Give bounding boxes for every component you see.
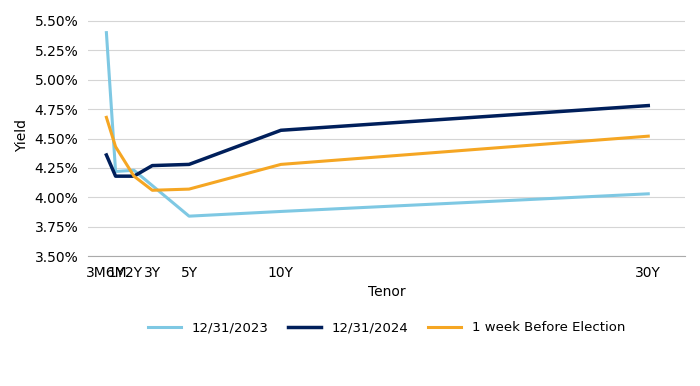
12/31/2024 [148,163,157,168]
12/31/2023 [148,183,157,188]
12/31/2023 [185,214,193,218]
12/31/2024 [102,153,111,157]
Line: 1 week Before Election: 1 week Before Election [106,117,648,190]
12/31/2024 [644,103,652,108]
Y-axis label: Yield: Yield [15,119,29,152]
12/31/2023 [102,30,111,35]
1 week Before Election [644,134,652,139]
1 week Before Election [148,188,157,193]
1 week Before Election [185,187,193,191]
1 week Before Election [102,115,111,120]
Line: 12/31/2023: 12/31/2023 [106,33,648,216]
12/31/2023 [111,169,120,174]
1 week Before Election [276,162,285,167]
Line: 12/31/2024: 12/31/2024 [106,106,648,176]
12/31/2024 [111,174,120,178]
12/31/2024 [130,174,138,178]
12/31/2023 [130,168,138,173]
1 week Before Election [111,144,120,149]
Legend: 12/31/2023, 12/31/2024, 1 week Before Election: 12/31/2023, 12/31/2024, 1 week Before El… [143,316,631,339]
12/31/2023 [644,191,652,196]
12/31/2023 [276,209,285,214]
12/31/2024 [185,162,193,167]
1 week Before Election [130,174,138,178]
12/31/2024 [276,128,285,133]
X-axis label: Tenor: Tenor [368,285,405,300]
